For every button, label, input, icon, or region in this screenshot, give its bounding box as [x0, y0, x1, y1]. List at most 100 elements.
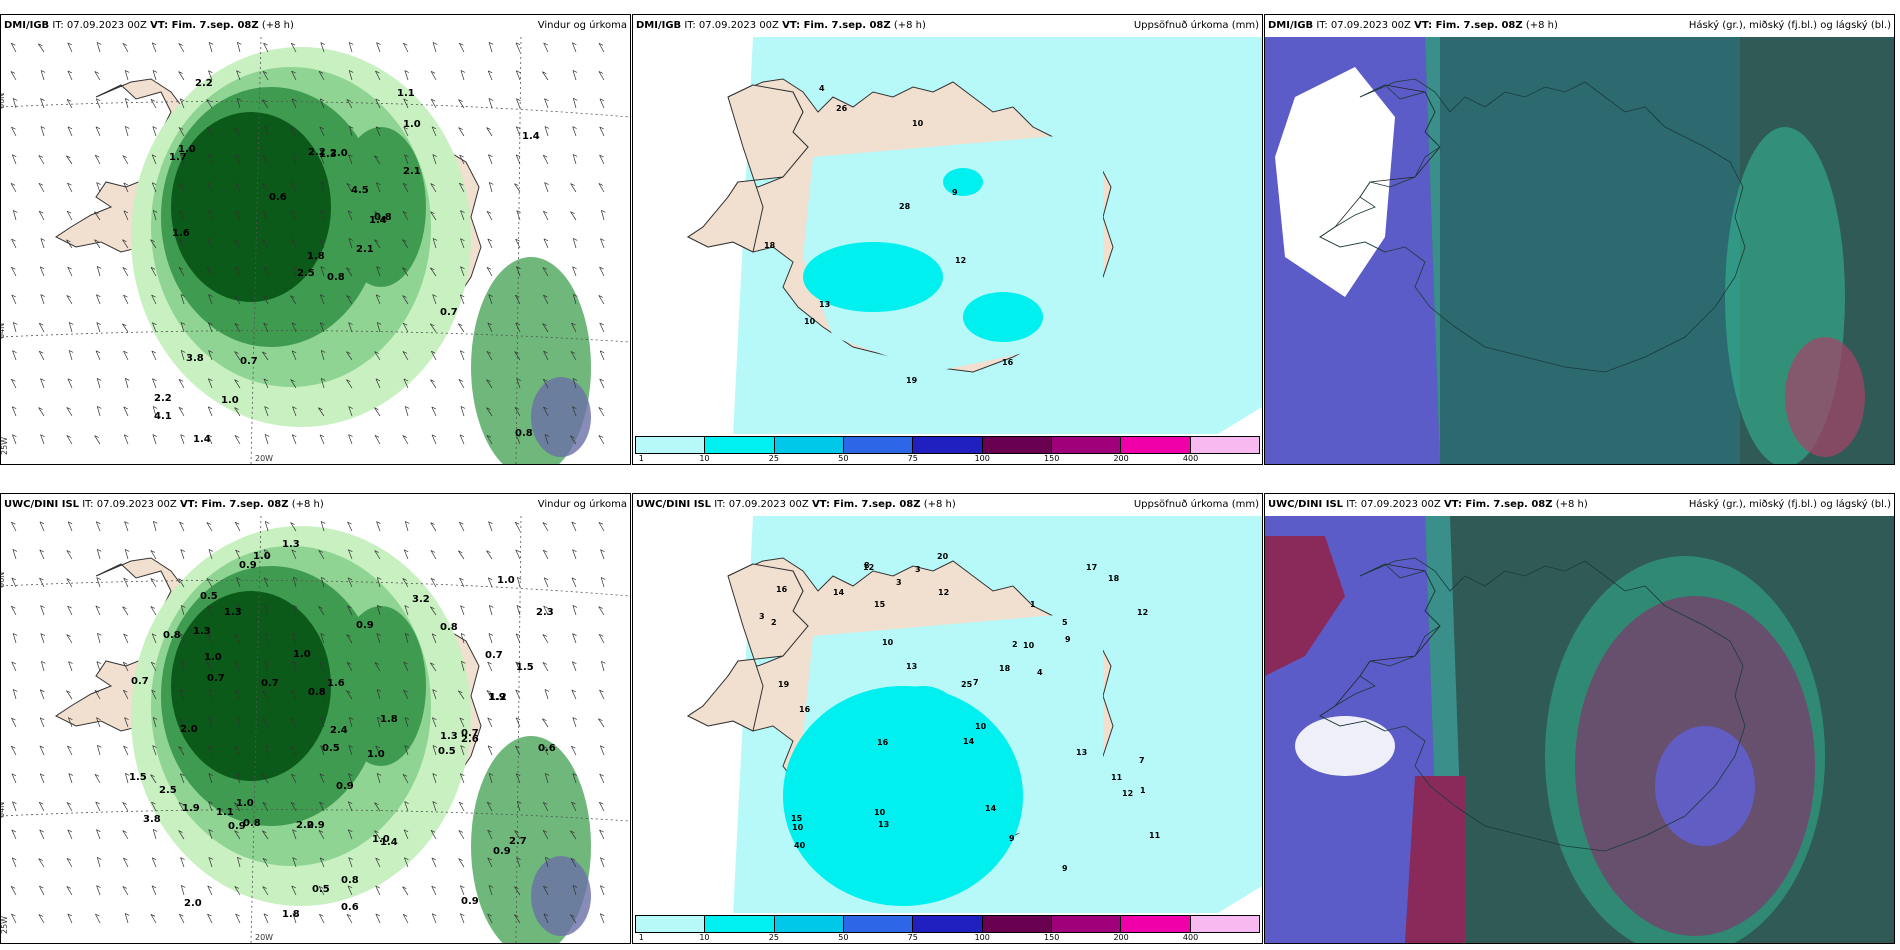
wind-barb [290, 690, 297, 700]
wind-barb [235, 913, 241, 924]
wind-barb [600, 238, 605, 249]
wind-barb [123, 406, 129, 417]
wind-barb [96, 266, 102, 277]
wind-barb [39, 549, 45, 560]
wind-barb [67, 126, 73, 137]
wind-barb [292, 633, 297, 644]
precip-value-label: 2.2 [195, 78, 213, 89]
wind-barb [261, 183, 269, 193]
wind-barb [95, 98, 101, 109]
wind-barb [178, 407, 185, 417]
wind-barb [402, 578, 409, 588]
wind-barb [96, 885, 101, 896]
wind-barb [39, 717, 45, 728]
wind-barb [348, 406, 353, 417]
wind-barb [320, 350, 326, 361]
wind-barb [292, 406, 297, 417]
wind-barb [515, 434, 521, 445]
wind-barb [348, 238, 354, 249]
wind-barb [207, 238, 213, 249]
wind-barb [11, 857, 17, 868]
wind-barb [10, 183, 17, 193]
precip-extreme [531, 377, 591, 457]
wind-barb [178, 71, 185, 81]
wind-barb [487, 577, 493, 588]
map-view[interactable]: 4 2 3 1 7 7 9 10 12 8 10 10 14 11 17 11 9 15 13 12 16 13 40 18 1… [633, 516, 1262, 943]
wind-barb [291, 885, 297, 896]
wind-barb [461, 661, 466, 672]
accum-value-label: 16 [776, 585, 788, 594]
wind-barb [150, 267, 157, 277]
wind-barb [11, 378, 17, 389]
wind-barb [375, 98, 381, 109]
wind-barb [11, 294, 17, 305]
colorbar-swatch [774, 916, 844, 932]
wind-barb [515, 70, 521, 81]
wind-barb [208, 549, 214, 560]
wind-barb [292, 913, 298, 924]
wind-barb [432, 745, 438, 756]
wind-barb [347, 577, 353, 588]
accum-value-label: 9 [1009, 834, 1015, 843]
wind-barb [123, 210, 129, 221]
precip-value-label: 0.9 [307, 820, 325, 831]
wind-barb [151, 801, 157, 812]
wind-barb [40, 605, 45, 616]
wind-barb [262, 239, 269, 249]
wind-barb [123, 577, 129, 588]
wind-barb [515, 126, 521, 137]
wind-barb [66, 690, 73, 700]
wind-barb [152, 829, 158, 840]
wind-barb [377, 717, 382, 728]
wind-barb [94, 71, 101, 81]
wind-barb [515, 717, 521, 728]
map-view[interactable]: 66N 64N 25W 20W 0.8 1.7 1.8 2.2 1.4 0.7 1.1 2.0 1.0 2… [1, 37, 630, 464]
wind-barb [572, 378, 578, 389]
colorbar-swatch [705, 437, 775, 453]
accum-value-label: 2 [1012, 640, 1018, 649]
map-view[interactable]: 10 16 12 18 26 4 19 28 13 9 10 [633, 37, 1262, 464]
wind-barb [600, 885, 605, 896]
accum-value-label: 19 [778, 680, 790, 689]
accum-value-label: 4 [819, 84, 825, 93]
wind-barb [97, 633, 102, 644]
wind-barb [598, 633, 605, 644]
map-view[interactable] [1265, 37, 1894, 464]
panel-header: UWC/DINI ISL IT: 07.09.2023 00Z VT: Fim.… [1265, 494, 1894, 516]
wind-barb [599, 322, 605, 333]
wind-barb [515, 689, 521, 700]
wind-barb [207, 182, 213, 193]
wind-barb [543, 913, 549, 924]
wind-barb [430, 211, 437, 221]
wind-barb [488, 633, 494, 644]
valid-time: VT: Fim. 7.sep. 08Z [150, 20, 259, 31]
wind-barb [403, 98, 409, 109]
wind-barb [544, 689, 550, 700]
wind-barb [125, 773, 130, 784]
lead-time: (+8 h) [923, 499, 956, 510]
wind-barb [180, 773, 185, 784]
wind-barb [542, 323, 549, 333]
map-view[interactable]: 66N 64N 25W 20W 1.0 0.8 0.8 0.9 0.8 0.9 0.7 1.0 0.9 0… [1, 516, 630, 943]
wind-barb [293, 266, 298, 277]
panel-header: DMI/IGB IT: 07.09.2023 00Z VT: Fim. 7.se… [1, 15, 630, 37]
wind-barb [234, 634, 241, 644]
wind-barb [208, 70, 213, 81]
wind-barb [95, 605, 101, 616]
wind-barb [208, 857, 214, 868]
wind-barb [151, 857, 157, 868]
wind-barb [66, 578, 73, 588]
wind-barb [95, 913, 101, 924]
precip-value-label: 2.2 [154, 393, 172, 404]
mixed-cloud-south [1405, 776, 1465, 943]
wind-barb [374, 211, 381, 221]
lon-label: 20W [255, 933, 273, 942]
wind-barb [487, 857, 493, 868]
wind-barb [319, 210, 325, 221]
wind-barb [486, 435, 493, 445]
lon-label: 25W [1, 437, 9, 455]
precip-value-label: 1.3 [319, 149, 337, 160]
forecast-panel: UWC/DINI ISL IT: 07.09.2023 00Z VT: Fim.… [632, 493, 1263, 944]
wind-barb [544, 434, 550, 445]
map-view[interactable] [1265, 516, 1894, 943]
